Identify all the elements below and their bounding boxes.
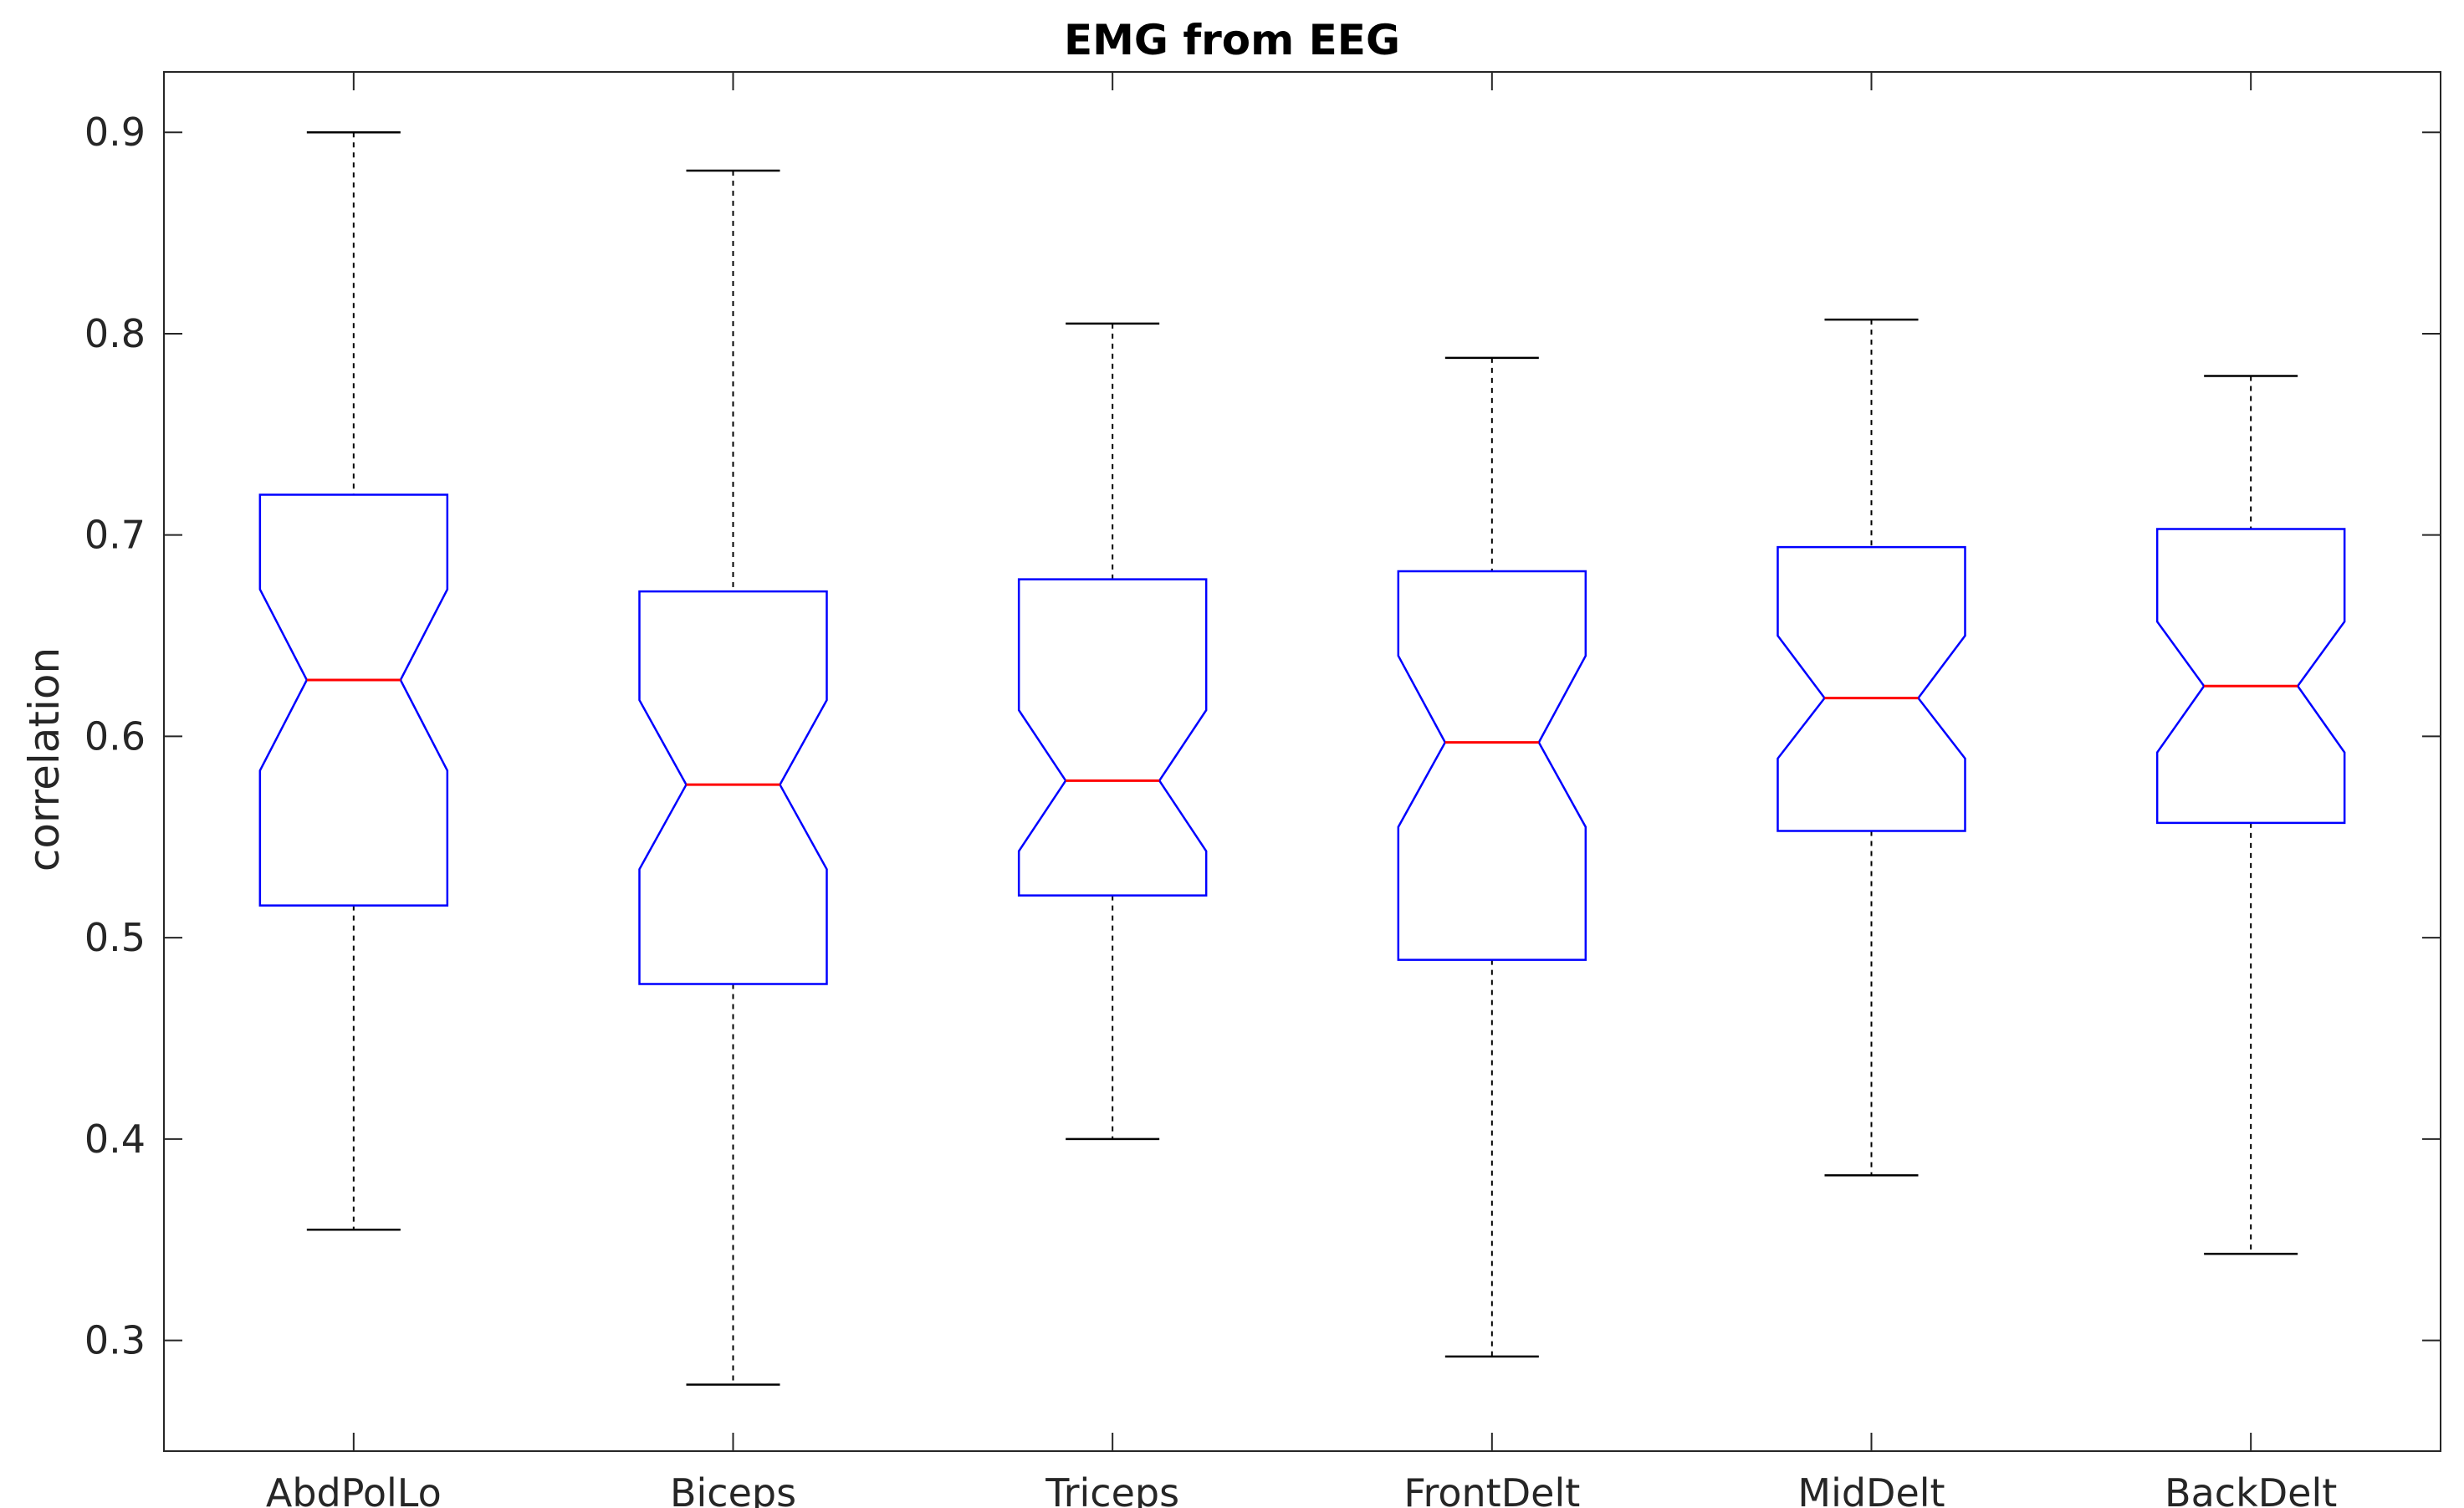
- y-tick-label: 0.4: [84, 1117, 146, 1162]
- y-axis-label: correlation: [20, 647, 69, 872]
- box-group: [1017, 322, 1208, 1141]
- x-tick-label: MidDelt: [1797, 1470, 1945, 1508]
- box-outline: [2155, 528, 2346, 825]
- box-group: [1776, 318, 1966, 1177]
- box-outline: [1776, 545, 1966, 832]
- box-outline: [1397, 570, 1587, 961]
- box-group: [2155, 375, 2346, 1255]
- y-tick-label: 0.3: [84, 1318, 146, 1363]
- box-group: [1397, 356, 1587, 1358]
- box-outline: [638, 590, 828, 985]
- box-outline: [1017, 578, 1208, 897]
- x-tick-label: Biceps: [670, 1470, 796, 1508]
- box-group: [638, 169, 828, 1386]
- y-tick-label: 0.9: [84, 110, 146, 155]
- box-outline: [258, 493, 449, 907]
- y-tick-label: 0.6: [84, 713, 146, 759]
- x-tick-label: AbdPolLo: [266, 1470, 442, 1508]
- y-tick-label: 0.8: [84, 311, 146, 356]
- plot-area: 0.3 0.4 0.5 0.6 0.7 0.8 0.9 AbdPolLo Biceps Trice…: [84, 71, 2441, 1508]
- x-tick-label: BackDelt: [2165, 1470, 2337, 1508]
- y-tick-label: 0.5: [84, 915, 146, 960]
- chart-title: EMG from EEG: [1064, 16, 1400, 64]
- box-group: [258, 130, 449, 1231]
- x-tick-label: Triceps: [1045, 1470, 1179, 1508]
- y-tick-label: 0.7: [84, 513, 146, 558]
- axes-frame: [163, 71, 2441, 1452]
- x-tick-label: FrontDelt: [1403, 1470, 1580, 1508]
